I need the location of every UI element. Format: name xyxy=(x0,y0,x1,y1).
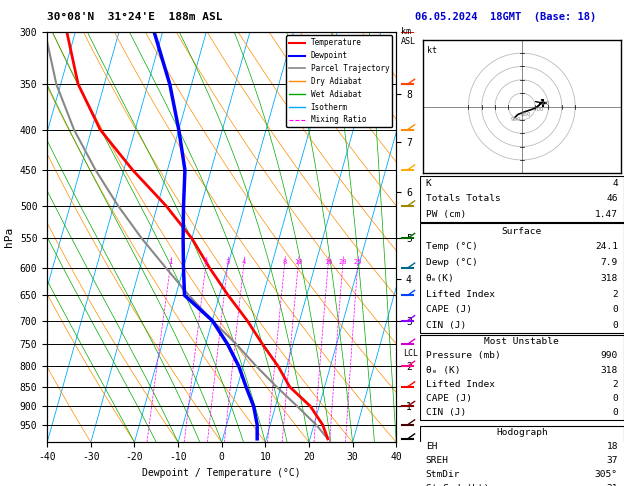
Text: 37: 37 xyxy=(606,456,618,465)
Bar xyxy=(420,176,624,222)
Text: 31: 31 xyxy=(606,484,618,486)
Text: Hodograph: Hodograph xyxy=(496,428,548,437)
Text: 46: 46 xyxy=(606,194,618,203)
Text: K: K xyxy=(426,179,431,188)
Text: 4: 4 xyxy=(242,259,246,265)
Text: km
ASL: km ASL xyxy=(401,27,416,46)
Text: Totals Totals: Totals Totals xyxy=(426,194,501,203)
Text: 700: 700 xyxy=(534,106,544,112)
Legend: Temperature, Dewpoint, Parcel Trajectory, Dry Adiabat, Wet Adiabat, Isotherm, Mi: Temperature, Dewpoint, Parcel Trajectory… xyxy=(286,35,392,127)
Text: StmDir: StmDir xyxy=(426,470,460,479)
Text: kt: kt xyxy=(426,47,437,55)
Text: StmSpd (kt): StmSpd (kt) xyxy=(426,484,489,486)
Text: Surface: Surface xyxy=(502,227,542,236)
Text: 0: 0 xyxy=(612,394,618,403)
Text: EH: EH xyxy=(426,442,437,451)
Y-axis label: hPa: hPa xyxy=(4,227,14,247)
Text: 24.1: 24.1 xyxy=(595,243,618,251)
Text: θₑ (K): θₑ (K) xyxy=(426,365,460,375)
Text: 1: 1 xyxy=(169,259,173,265)
Text: 0: 0 xyxy=(612,321,618,330)
Text: 2: 2 xyxy=(612,290,618,298)
Text: 0: 0 xyxy=(612,305,618,314)
Text: 990: 990 xyxy=(511,117,521,122)
Text: 2: 2 xyxy=(612,380,618,389)
Text: 0: 0 xyxy=(612,408,618,417)
Text: 4: 4 xyxy=(612,179,618,188)
Text: 2: 2 xyxy=(204,259,208,265)
Bar xyxy=(420,335,624,420)
Text: 16: 16 xyxy=(324,259,332,265)
Text: CIN (J): CIN (J) xyxy=(426,408,466,417)
Text: 3: 3 xyxy=(226,259,230,265)
Text: 10: 10 xyxy=(294,259,303,265)
Text: Pressure (mb): Pressure (mb) xyxy=(426,351,501,361)
Text: LCL: LCL xyxy=(403,348,418,358)
Bar xyxy=(420,224,624,333)
Text: PW (cm): PW (cm) xyxy=(426,209,466,219)
Text: CAPE (J): CAPE (J) xyxy=(426,394,472,403)
Bar xyxy=(420,426,624,486)
Text: Dewp (°C): Dewp (°C) xyxy=(426,258,477,267)
Text: 25: 25 xyxy=(353,259,362,265)
Text: 18: 18 xyxy=(606,442,618,451)
Text: Lifted Index: Lifted Index xyxy=(426,290,494,298)
Text: 7.9: 7.9 xyxy=(601,258,618,267)
Text: 500: 500 xyxy=(539,101,550,106)
Text: SREH: SREH xyxy=(426,456,448,465)
Text: CAPE (J): CAPE (J) xyxy=(426,305,472,314)
Text: Most Unstable: Most Unstable xyxy=(484,337,559,346)
Text: 06.05.2024  18GMT  (Base: 18): 06.05.2024 18GMT (Base: 18) xyxy=(415,12,596,22)
Text: 30°08'N  31°24'E  188m ASL: 30°08'N 31°24'E 188m ASL xyxy=(47,12,223,22)
Text: 20: 20 xyxy=(338,259,347,265)
Text: 305°: 305° xyxy=(595,470,618,479)
Text: Lifted Index: Lifted Index xyxy=(426,380,494,389)
X-axis label: Dewpoint / Temperature (°C): Dewpoint / Temperature (°C) xyxy=(142,468,301,478)
Text: 318: 318 xyxy=(601,274,618,283)
Text: 8: 8 xyxy=(282,259,287,265)
Text: 850: 850 xyxy=(520,112,531,117)
Text: 1.47: 1.47 xyxy=(595,209,618,219)
Text: 990: 990 xyxy=(601,351,618,361)
Text: Temp (°C): Temp (°C) xyxy=(426,243,477,251)
Text: θₑ(K): θₑ(K) xyxy=(426,274,454,283)
Text: CIN (J): CIN (J) xyxy=(426,321,466,330)
Text: 318: 318 xyxy=(601,365,618,375)
